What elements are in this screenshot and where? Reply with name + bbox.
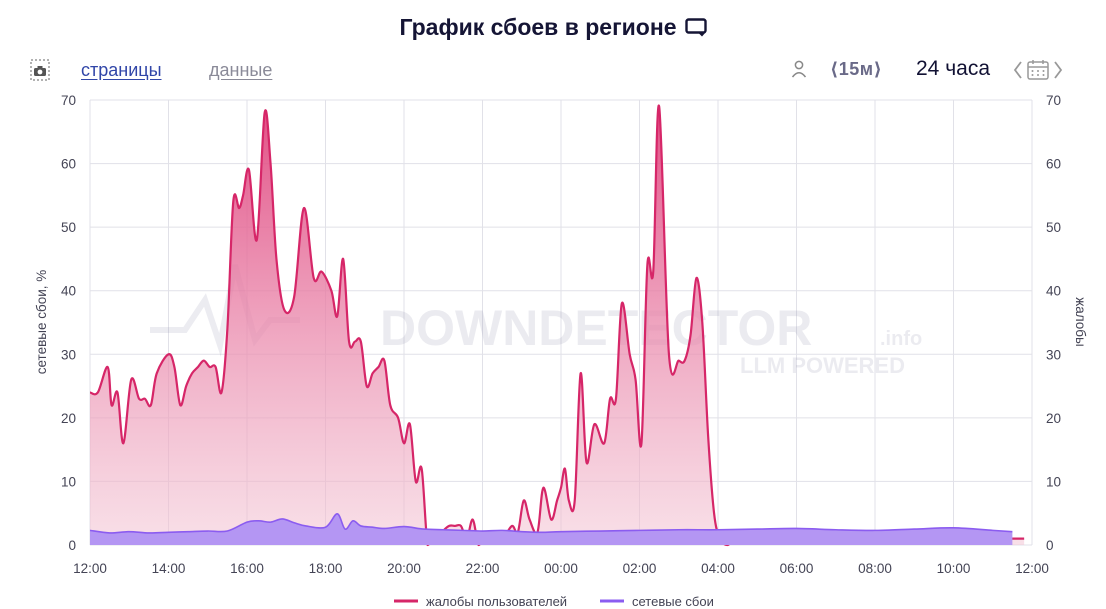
period-label[interactable]: 24 часа bbox=[916, 57, 990, 80]
y-tick-label-right: 70 bbox=[1046, 93, 1061, 108]
chevron-right-icon[interactable] bbox=[1054, 61, 1063, 79]
tab-data[interactable]: данные bbox=[209, 60, 273, 80]
tab-pages[interactable]: страницы bbox=[81, 60, 162, 80]
page-title: График сбоев в регионе bbox=[0, 14, 1106, 44]
y-tick-label-left: 70 bbox=[61, 93, 76, 108]
y-tick-label-left: 0 bbox=[68, 538, 76, 553]
y-tick-label-left: 20 bbox=[61, 411, 76, 426]
y-axis-label-left: сетевые сбои, % bbox=[34, 270, 49, 375]
x-tick-label: 02:00 bbox=[623, 561, 657, 576]
x-tick-label: 00:00 bbox=[544, 561, 578, 576]
chart-legend: жалобы пользователей сетевые сбои bbox=[394, 594, 714, 609]
watermark-tagline: LLM POWERED bbox=[740, 353, 905, 378]
legend-label-complaints[interactable]: жалобы пользователей bbox=[426, 594, 567, 609]
legend-label-outages[interactable]: сетевые сбои bbox=[632, 594, 714, 609]
x-tick-label: 06:00 bbox=[780, 561, 814, 576]
calendar-icon[interactable] bbox=[1027, 60, 1049, 80]
y-tick-label-left: 30 bbox=[61, 347, 76, 362]
x-tick-label: 12:00 bbox=[1015, 561, 1049, 576]
chart-axes: 0 0 10 10 20 20 30 30 40 40 50 50 60 60 70 70 12:00 14:00… bbox=[61, 93, 1061, 576]
interval-selector[interactable]: ⟨15м⟩ bbox=[830, 59, 883, 79]
complaints-series-area bbox=[90, 105, 1025, 546]
watermark-suffix: .info bbox=[880, 328, 922, 350]
toolbar: страницы данные ⟨15м⟩ 24 часа bbox=[0, 56, 1106, 84]
y-tick-label-right: 0 bbox=[1046, 538, 1054, 553]
watermark: DOWNDETECTOR .info LLM POWERED bbox=[150, 264, 922, 378]
x-tick-label: 12:00 bbox=[73, 561, 107, 576]
y-tick-label-left: 40 bbox=[61, 284, 76, 299]
y-tick-label-right: 20 bbox=[1046, 411, 1061, 426]
outages-series-area bbox=[90, 513, 1013, 545]
chart-title: График сбоев в регионе bbox=[399, 14, 677, 40]
calendar-nav[interactable] bbox=[1012, 58, 1064, 87]
y-tick-label-left: 50 bbox=[61, 220, 76, 235]
y-tick-label-right: 50 bbox=[1046, 220, 1061, 235]
x-tick-label: 18:00 bbox=[309, 561, 343, 576]
monitor-icon bbox=[684, 17, 707, 44]
x-tick-label: 20:00 bbox=[387, 561, 421, 576]
chevron-left-icon[interactable] bbox=[1013, 61, 1022, 79]
x-tick-label: 10:00 bbox=[937, 561, 971, 576]
series-layer bbox=[89, 104, 1025, 547]
x-tick-label: 14:00 bbox=[152, 561, 186, 576]
watermark-brand: DOWNDETECTOR bbox=[380, 300, 812, 356]
y-tick-label-right: 60 bbox=[1046, 157, 1061, 172]
camera-icon[interactable] bbox=[30, 59, 50, 86]
y-tick-label-left: 10 bbox=[61, 474, 76, 489]
x-tick-label: 16:00 bbox=[230, 561, 264, 576]
y-axis-label-right: жалобы bbox=[1073, 297, 1088, 347]
x-tick-label: 08:00 bbox=[858, 561, 892, 576]
y-tick-label-right: 30 bbox=[1046, 347, 1061, 362]
y-tick-label-right: 40 bbox=[1046, 284, 1061, 299]
x-tick-label: 22:00 bbox=[466, 561, 500, 576]
outages-series-line bbox=[89, 513, 1013, 534]
user-icon[interactable] bbox=[790, 59, 808, 84]
x-tick-label: 04:00 bbox=[701, 561, 735, 576]
y-tick-label-right: 10 bbox=[1046, 474, 1061, 489]
y-tick-label-left: 60 bbox=[61, 157, 76, 172]
